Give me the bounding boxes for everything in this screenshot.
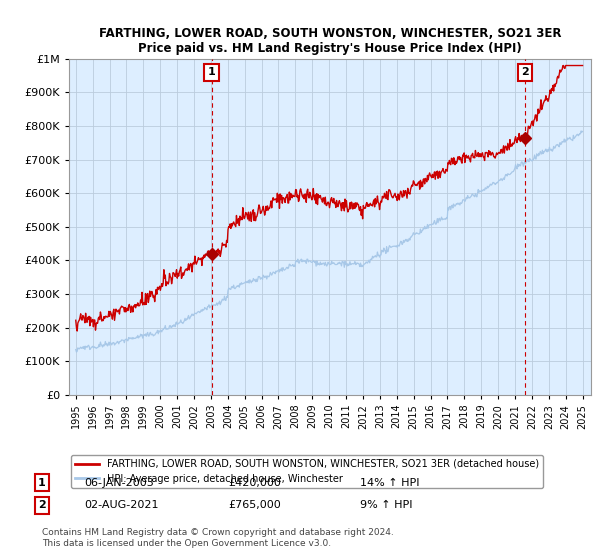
Text: 1: 1 [38,478,46,488]
Text: £420,000: £420,000 [228,478,281,488]
Title: FARTHING, LOWER ROAD, SOUTH WONSTON, WINCHESTER, SO21 3ER
Price paid vs. HM Land: FARTHING, LOWER ROAD, SOUTH WONSTON, WIN… [99,27,561,55]
Text: £765,000: £765,000 [228,500,281,510]
Text: Contains HM Land Registry data © Crown copyright and database right 2024.
This d: Contains HM Land Registry data © Crown c… [42,528,394,548]
Text: 02-AUG-2021: 02-AUG-2021 [84,500,158,510]
Text: 14% ↑ HPI: 14% ↑ HPI [360,478,419,488]
Text: 2: 2 [521,67,529,77]
Text: 1: 1 [208,67,215,77]
Text: 06-JAN-2003: 06-JAN-2003 [84,478,154,488]
Text: 2: 2 [38,500,46,510]
Text: 9% ↑ HPI: 9% ↑ HPI [360,500,413,510]
Legend: FARTHING, LOWER ROAD, SOUTH WONSTON, WINCHESTER, SO21 3ER (detached house), HPI:: FARTHING, LOWER ROAD, SOUTH WONSTON, WIN… [71,455,543,488]
